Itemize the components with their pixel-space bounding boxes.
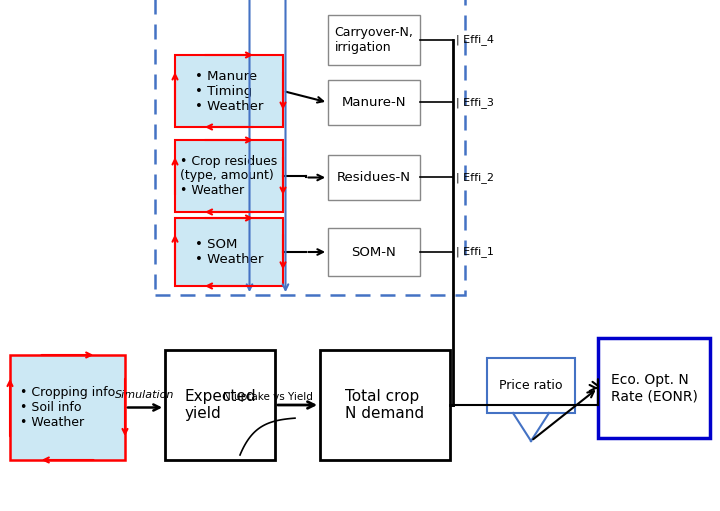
Text: • Crop residues
(type, amount)
• Weather: • Crop residues (type, amount) • Weather — [181, 154, 278, 197]
FancyBboxPatch shape — [175, 140, 283, 212]
Text: N uptake vs Yield: N uptake vs Yield — [223, 392, 313, 402]
FancyBboxPatch shape — [328, 15, 420, 65]
Text: | Effi_1: | Effi_1 — [456, 246, 494, 258]
Text: • Manure
• Timing
• Weather: • Manure • Timing • Weather — [195, 69, 264, 112]
FancyBboxPatch shape — [10, 355, 125, 460]
FancyBboxPatch shape — [328, 155, 420, 200]
Text: Manure-N: Manure-N — [342, 96, 406, 109]
Text: Price ratio: Price ratio — [499, 379, 563, 392]
FancyBboxPatch shape — [320, 350, 450, 460]
Text: Residues-N: Residues-N — [337, 171, 411, 184]
Text: | Effi_4: | Effi_4 — [456, 35, 494, 45]
Text: Carryover-N,
irrigation: Carryover-N, irrigation — [335, 26, 413, 54]
FancyBboxPatch shape — [598, 338, 710, 438]
FancyBboxPatch shape — [165, 350, 275, 460]
FancyBboxPatch shape — [328, 228, 420, 276]
Text: SOM-N: SOM-N — [351, 245, 397, 259]
Text: Expected
yield: Expected yield — [184, 389, 256, 421]
Text: • SOM
• Weather: • SOM • Weather — [195, 238, 264, 266]
Text: Eco. Opt. N
Rate (EONR): Eco. Opt. N Rate (EONR) — [611, 373, 698, 403]
Text: | Effi_2: | Effi_2 — [456, 172, 494, 183]
Text: Simulation: Simulation — [115, 389, 175, 400]
FancyBboxPatch shape — [175, 55, 283, 127]
FancyBboxPatch shape — [175, 218, 283, 286]
FancyBboxPatch shape — [487, 358, 575, 413]
Text: Total crop
N demand: Total crop N demand — [346, 389, 425, 421]
Text: • Cropping info
• Soil info
• Weather: • Cropping info • Soil info • Weather — [20, 386, 115, 429]
Text: | Effi_3: | Effi_3 — [456, 97, 494, 108]
FancyBboxPatch shape — [328, 80, 420, 125]
